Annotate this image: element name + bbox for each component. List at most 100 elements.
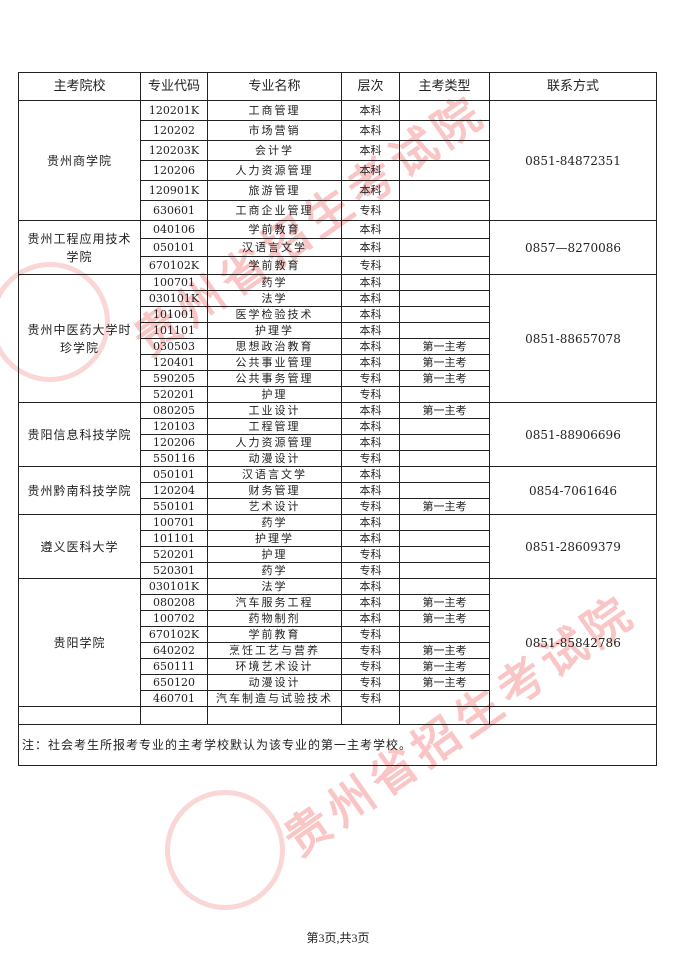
header-school: 主考院校 [18,72,141,101]
major-code: 030101K [140,290,208,307]
major-name: 汽车服务工程 [207,594,342,611]
level: 本科 [341,402,400,419]
exam-type [399,256,490,275]
school-name: 贵州商学院 [18,100,141,221]
level: 本科 [341,338,400,355]
exam-type [399,274,490,291]
level: 专科 [341,450,400,467]
major-name: 旅游管理 [207,180,342,201]
table-row: 贵阳信息科技学院 080205 工业设计 本科 第一主考 0851-88906696 [18,402,657,467]
table-row: 120206 人力资源管理 本科 [19,434,657,451]
level: 本科 [341,578,400,595]
exam-type [399,386,490,403]
exam-type: 第一主考 [399,594,490,611]
table-row: 100702 药物制剂 本科 第一主考 [19,610,657,627]
major-name: 工商管理 [207,100,342,121]
header-major: 专业名称 [207,72,342,101]
major-name: 动漫设计 [207,674,342,691]
page-number: 第3页,共3页 [306,931,370,945]
table-row: 080208 汽车服务工程 本科 第一主考 [19,594,657,611]
major-name: 护理 [207,386,342,403]
level: 本科 [341,610,400,627]
major-name: 工程管理 [207,418,342,435]
major-name: 学前教育 [207,256,342,275]
major-code: 050101 [140,238,208,257]
exam-type [399,100,490,121]
level: 专科 [341,546,400,563]
level: 本科 [341,354,400,371]
table-row: 030101K 法学 本科 [19,290,657,307]
major-code: 520201 [140,386,208,403]
major-code: 040106 [140,220,208,239]
table-row: 101001 医学检验技术 本科 [19,306,657,323]
level: 本科 [341,530,400,547]
exam-type: 第一主考 [399,338,490,355]
contact-phone: 0851-28609379 [489,514,657,579]
exam-type: 第一主考 [399,610,490,627]
major-code: 670102K [140,256,208,275]
level: 专科 [341,386,400,403]
footnote: 注：社会考生所报考专业的主考学校默认为该专业的第一主考学校。 [18,724,657,766]
exam-type [399,530,490,547]
exam-type: 第一主考 [399,674,490,691]
table-row: 遵义医科大学 100701 药学 本科 0851-28609379 [18,514,657,579]
level: 本科 [341,100,400,121]
level: 本科 [341,466,400,483]
level: 本科 [341,418,400,435]
exam-type [399,546,490,563]
exam-type [399,626,490,643]
major-name: 环境艺术设计 [207,658,342,675]
school-name: 遵义医科大学 [18,514,141,579]
major-code: 650111 [140,658,208,675]
major-name: 公共事务管理 [207,370,342,387]
major-name: 法学 [207,578,342,595]
contact-phone: 0857—8270086 [489,220,657,275]
exam-type [399,322,490,339]
level: 专科 [341,642,400,659]
table-row: 460701 汽车制造与试验技术 专科 [19,690,657,707]
major-name: 艺术设计 [207,498,342,515]
level: 专科 [341,200,400,221]
exam-type [399,180,490,201]
major-name: 药学 [207,562,342,579]
table-row: 550116 动漫设计 专科 [19,450,657,467]
watermark-seal-icon [165,790,285,910]
major-name: 人力资源管理 [207,434,342,451]
major-name: 汉语言文学 [207,238,342,257]
major-code: 630601 [140,200,208,221]
major-code: 120203K [140,140,208,161]
major-name: 工业设计 [207,402,342,419]
level: 专科 [341,658,400,675]
exam-type: 第一主考 [399,498,490,515]
table-row: 贵州商学院 120201K 工商管理 本科 0851-84872351 [18,100,657,221]
table-header: 主考院校 专业代码 专业名称 层次 主考类型 联系方式 [18,72,657,101]
header-type: 主考类型 [399,72,490,101]
exam-type [399,220,490,239]
exam-type [399,238,490,257]
major-name: 药学 [207,274,342,291]
exam-type [399,514,490,531]
table-row: 670102K 学前教育 专科 [19,256,657,275]
major-code: 120206 [140,160,208,181]
level: 本科 [341,434,400,451]
level: 专科 [341,626,400,643]
major-code: 050101 [140,466,208,483]
major-name: 护理学 [207,530,342,547]
level: 本科 [341,180,400,201]
major-name: 人力资源管理 [207,160,342,181]
major-code: 101101 [140,530,208,547]
major-code: 520201 [140,546,208,563]
major-code: 100702 [140,610,208,627]
major-name: 公共事业管理 [207,354,342,371]
major-code: 650120 [140,674,208,691]
school-table: 主考院校 专业代码 专业名称 层次 主考类型 联系方式 贵州商学院 120201K… [18,72,657,766]
major-code: 520301 [140,562,208,579]
exam-type [399,434,490,451]
level: 专科 [341,690,400,707]
level: 本科 [341,220,400,239]
major-code: 080208 [140,594,208,611]
level: 本科 [341,274,400,291]
exam-type [399,482,490,499]
school-name: 贵阳信息科技学院 [18,402,141,467]
major-name: 学前教育 [207,626,342,643]
